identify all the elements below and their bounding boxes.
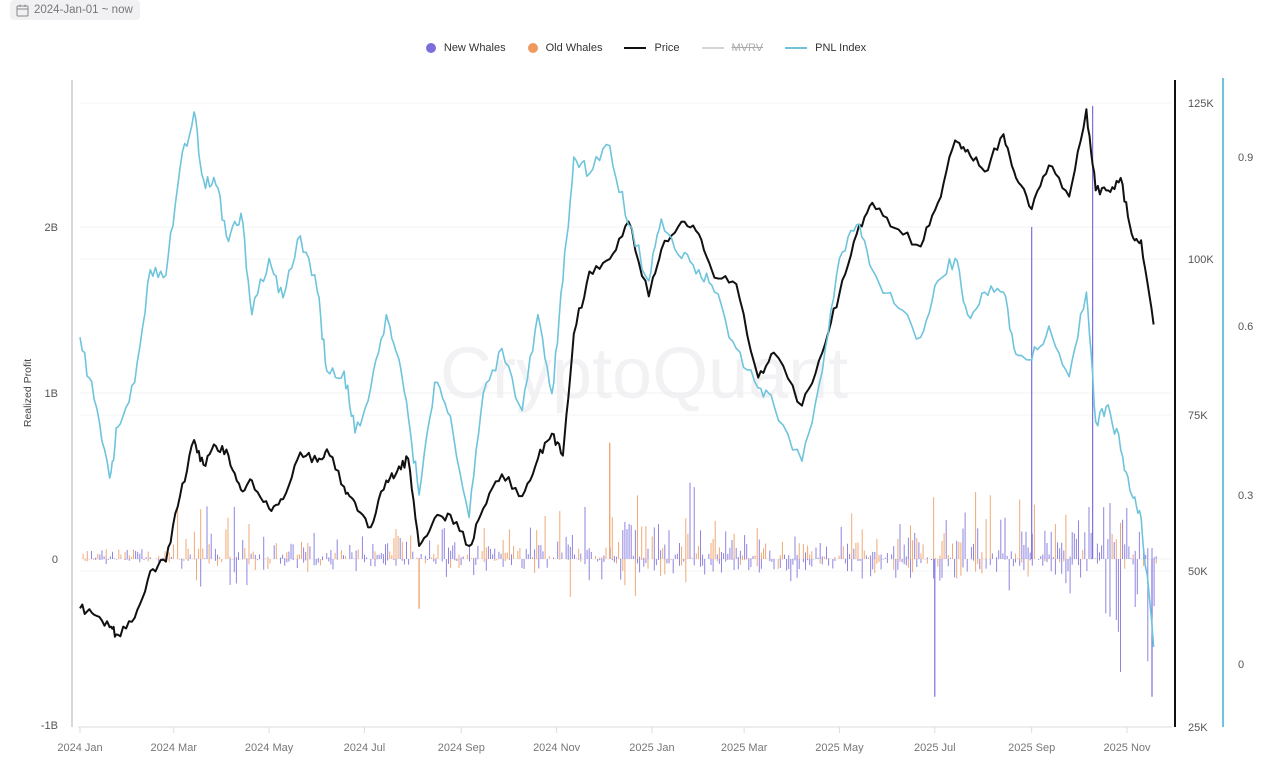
price-axis-tick: 50K <box>1188 566 1208 578</box>
pnl-axis-tick: 0.9 <box>1238 152 1253 164</box>
left-axis-tick: 0 <box>52 554 58 566</box>
price-line <box>79 108 1155 638</box>
legend-label: MVRV <box>731 42 764 54</box>
x-axis-tick: 2024 Mar <box>151 742 198 754</box>
x-axis-tick: 2024 Jan <box>57 742 102 754</box>
legend-label: New Whales <box>443 42 506 54</box>
left-axis-tick: 1B <box>45 388 58 400</box>
x-axis-tick: 2025 May <box>815 742 864 754</box>
x-axis-tick: 2025 Mar <box>721 742 768 754</box>
pnl-index-line <box>79 111 1155 648</box>
price-line-icon <box>624 47 647 49</box>
x-axis-tick: 2024 Jul <box>344 742 386 754</box>
left-axis-tick: -1B <box>41 720 58 732</box>
legend-price[interactable]: Price <box>624 42 680 54</box>
watermark: CryptoQuant <box>440 334 848 414</box>
date-range-picker[interactable]: 2024-Jan-01 ~ now <box>10 0 140 20</box>
price-axis-tick: 100K <box>1188 254 1214 266</box>
old-whales-dot-icon <box>527 43 538 53</box>
x-axis-tick: 2024 May <box>245 742 294 754</box>
pnl-axis-tick: 0.3 <box>1238 490 1253 502</box>
new-whales-dot-icon <box>425 43 436 53</box>
pnl-line-icon <box>785 47 808 49</box>
legend-pnl-index[interactable]: PNL Index <box>785 42 866 54</box>
x-axis-tick: 2024 Sep <box>438 742 485 754</box>
series-lines <box>79 108 1155 648</box>
mvrv-line-icon <box>701 47 724 49</box>
left-axis-tick: 2B <box>45 222 58 234</box>
x-axis-tick: 2025 Jan <box>629 742 674 754</box>
legend-label: Old Whales <box>545 42 603 54</box>
legend-mvrv[interactable]: MVRV <box>701 42 764 54</box>
x-axis-tick: 2025 Sep <box>1008 742 1055 754</box>
x-axis-tick: 2025 Jul <box>914 742 956 754</box>
axes: 2B 1B 0 -1B Realized Profit 125K 100K 75K 50K 25K… <box>22 78 1253 754</box>
legend-label: PNL Index <box>815 42 867 54</box>
x-axis-tick: 2024 Nov <box>533 742 581 754</box>
legend-label: Price <box>654 42 680 54</box>
chart-legend: New Whales Old Whales Price MVRV PNL Ind… <box>0 42 1280 54</box>
x-axis-tick: 2025 Nov <box>1103 742 1151 754</box>
calendar-icon <box>16 4 29 17</box>
whale-bars <box>80 105 1157 697</box>
legend-new-whales[interactable]: New Whales <box>425 42 506 54</box>
price-axis-tick: 125K <box>1188 98 1214 110</box>
price-axis-tick: 25K <box>1188 722 1208 734</box>
price-axis-tick: 75K <box>1188 410 1208 422</box>
legend-old-whales[interactable]: Old Whales <box>527 42 603 54</box>
date-range-label: 2024-Jan-01 ~ now <box>34 4 133 16</box>
pnl-axis-tick: 0 <box>1238 659 1244 671</box>
left-axis-label: Realized Profit <box>22 359 34 427</box>
pnl-axis-tick: 0.6 <box>1238 321 1253 333</box>
